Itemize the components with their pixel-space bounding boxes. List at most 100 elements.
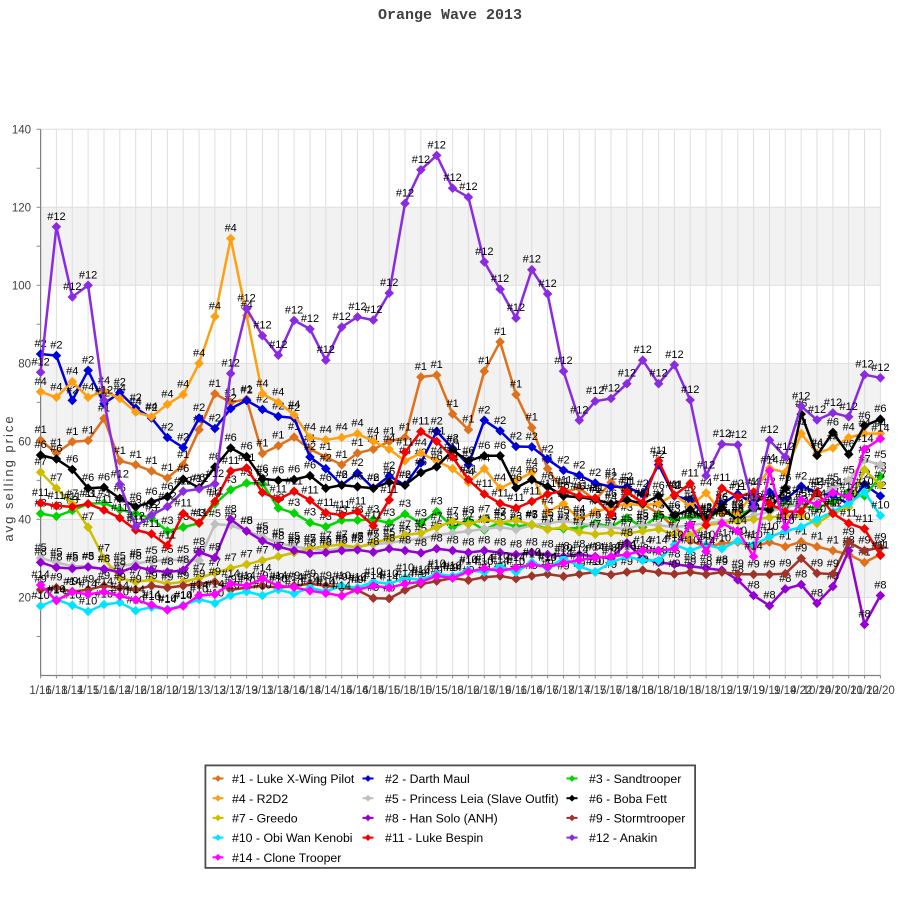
svg-text:#12: #12 [507, 302, 525, 314]
svg-text:#2: #2 [130, 392, 142, 404]
svg-text:#1: #1 [240, 383, 252, 395]
svg-text:#8: #8 [145, 554, 157, 566]
svg-text:#8: #8 [193, 536, 205, 548]
svg-text:#12: #12 [840, 401, 858, 413]
svg-text:#6: #6 [288, 464, 300, 476]
svg-text:#3: #3 [240, 467, 252, 479]
svg-text:#11: #11 [824, 498, 842, 510]
svg-text:#10: #10 [333, 570, 351, 582]
svg-text:#12: #12 [697, 460, 715, 472]
svg-text:#1: #1 [510, 379, 522, 391]
svg-text:#14: #14 [538, 551, 556, 563]
svg-text:#5: #5 [526, 509, 538, 521]
svg-text:#14: #14 [760, 455, 778, 467]
svg-text:#8: #8 [431, 533, 443, 545]
svg-text:#8: #8 [34, 546, 46, 558]
svg-text:#11: #11 [634, 487, 652, 499]
svg-text:#3: #3 [431, 496, 443, 508]
svg-text:#14: #14 [554, 547, 572, 559]
svg-text:#9: #9 [795, 542, 807, 554]
svg-text:#6: #6 [589, 484, 601, 496]
svg-text:#1: #1 [605, 466, 617, 478]
svg-text:#8: #8 [668, 548, 680, 560]
svg-text:#11: #11 [650, 445, 668, 457]
svg-text:#7: #7 [637, 515, 649, 527]
svg-text:#12: #12 [634, 344, 652, 356]
svg-text:#14: #14 [317, 577, 335, 589]
svg-text:#6: #6 [494, 440, 506, 452]
svg-text:#4: #4 [34, 376, 46, 388]
svg-text:#14: #14 [665, 533, 683, 545]
svg-text:#3: #3 [399, 498, 411, 510]
svg-text:#9: #9 [336, 572, 348, 584]
svg-text:#14: #14 [713, 507, 731, 519]
svg-text:#11: #11 [777, 496, 795, 508]
svg-text:#1: #1 [494, 326, 506, 338]
svg-text:#1: #1 [272, 430, 284, 442]
svg-text:#4: #4 [130, 396, 142, 408]
svg-text:#14: #14 [95, 576, 113, 588]
svg-text:#12: #12 [317, 344, 335, 356]
svg-text:#4: #4 [510, 464, 522, 476]
svg-text:#11: #11 [872, 539, 890, 551]
svg-text:#8: #8 [526, 537, 538, 549]
svg-text:#6: #6 [478, 440, 490, 452]
svg-text:#2: #2 [193, 402, 205, 414]
svg-text:#3: #3 [462, 505, 474, 517]
svg-text:#5: #5 [320, 535, 332, 547]
svg-text:7/16: 7/16 [600, 685, 622, 697]
svg-text:9/22: 9/22 [790, 685, 812, 697]
svg-text:#8: #8 [130, 551, 142, 563]
svg-text:#2: #2 [637, 478, 649, 490]
svg-text:#12: #12 [396, 187, 414, 199]
svg-text:#5: #5 [494, 511, 506, 523]
svg-text:#10: #10 [665, 529, 683, 541]
svg-text:#8: #8 [383, 533, 395, 545]
svg-text:#14: #14 [871, 423, 889, 435]
svg-text:#8: #8 [700, 552, 712, 564]
svg-text:#10: #10 [253, 580, 271, 592]
svg-text:#12: #12 [237, 293, 255, 305]
svg-text:#6: #6 [98, 471, 110, 483]
svg-text:#9: #9 [161, 572, 173, 584]
svg-text:#12: #12 [602, 383, 620, 395]
svg-text:#11: #11 [586, 482, 604, 494]
svg-text:#1: #1 [34, 424, 46, 436]
svg-text:#11: #11 [428, 425, 446, 437]
svg-text:#8: #8 [510, 539, 522, 551]
svg-text:#4 - R2D2: #4 - R2D2 [232, 792, 288, 806]
svg-text:#1: #1 [779, 531, 791, 543]
svg-text:#1: #1 [256, 438, 268, 450]
svg-text:#14: #14 [602, 541, 620, 553]
svg-text:#7: #7 [383, 523, 395, 535]
svg-text:#12: #12 [523, 254, 541, 266]
svg-text:#10: #10 [713, 533, 731, 545]
svg-text:#6: #6 [367, 472, 379, 484]
svg-text:#8: #8 [399, 535, 411, 547]
svg-text:#11: #11 [32, 487, 50, 499]
svg-text:#10: #10 [396, 562, 414, 574]
svg-text:#7: #7 [34, 456, 46, 468]
svg-text:#6: #6 [415, 457, 427, 469]
svg-text:#9: #9 [320, 570, 332, 582]
svg-text:#8: #8 [462, 537, 474, 549]
svg-text:#14: #14 [634, 535, 652, 547]
svg-text:#8: #8 [66, 553, 78, 565]
svg-text:#7: #7 [399, 519, 411, 531]
svg-text:#14: #14 [840, 481, 858, 493]
svg-text:4/14: 4/14 [315, 685, 338, 697]
svg-text:#10: #10 [808, 503, 826, 515]
svg-text:#9: #9 [700, 558, 712, 570]
svg-text:#14: #14 [285, 571, 303, 583]
svg-text:#10: #10 [31, 590, 49, 602]
svg-text:7/14: 7/14 [568, 685, 591, 697]
svg-text:#6: #6 [811, 439, 823, 451]
svg-text:4/15: 4/15 [331, 685, 353, 697]
svg-text:#11: #11 [270, 484, 288, 496]
svg-text:#11: #11 [254, 477, 272, 489]
svg-text:#14: #14 [855, 433, 873, 445]
svg-text:#1: #1 [462, 414, 474, 426]
svg-text:#8: #8 [98, 553, 110, 565]
svg-text:#14: #14 [729, 515, 747, 527]
svg-text:#5: #5 [114, 550, 126, 562]
